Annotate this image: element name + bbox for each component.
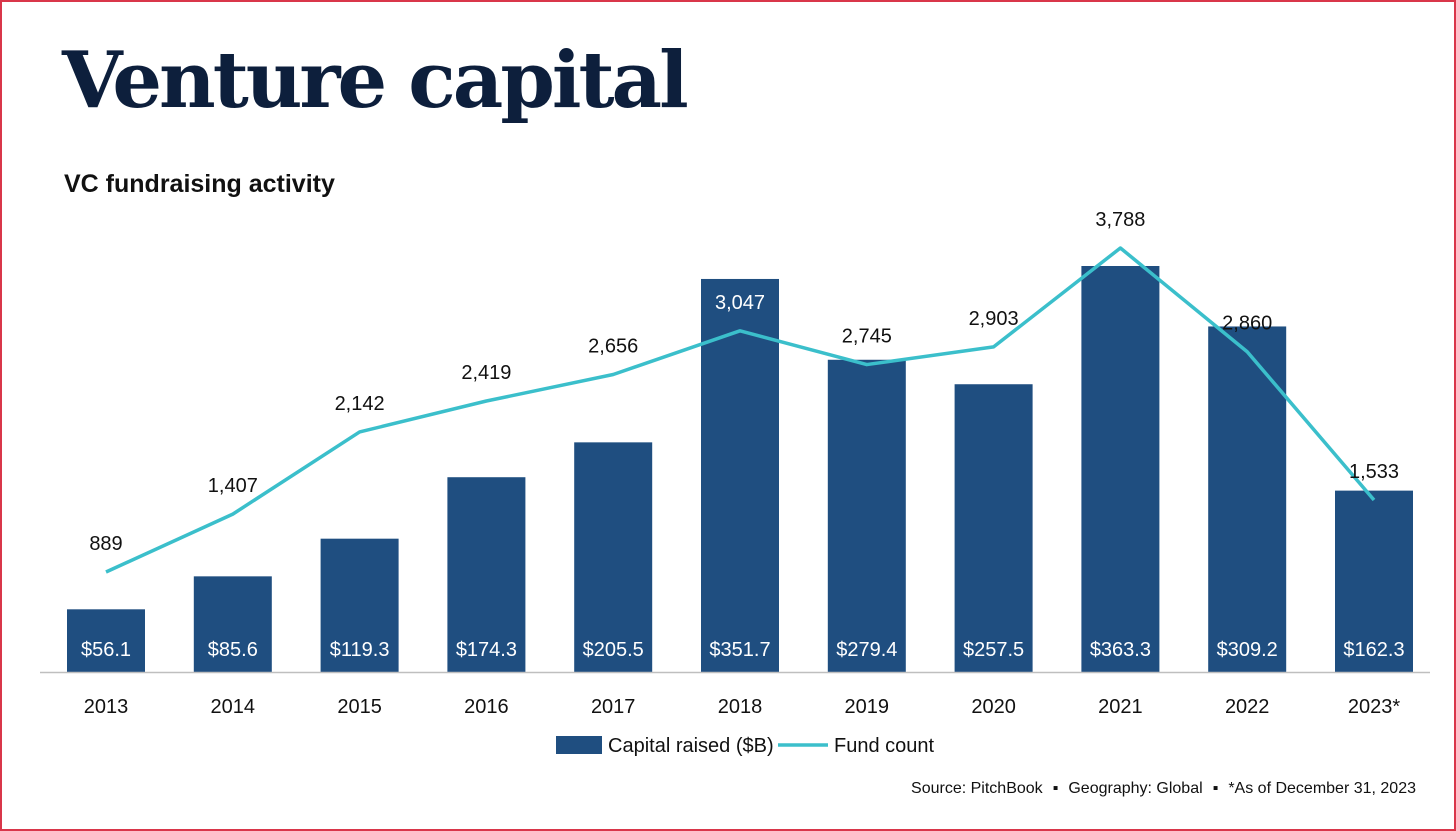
bar	[1081, 266, 1160, 672]
x-tick-label: 2018	[718, 696, 763, 718]
bar-value-label: $257.5	[963, 639, 1024, 661]
page-title: Venture capital	[62, 35, 689, 126]
source-text: Source: PitchBook	[911, 780, 1043, 797]
x-tick-label: 2021	[1098, 696, 1143, 718]
line-value-label: 2,656	[588, 336, 638, 358]
bar	[954, 384, 1033, 672]
legend-label-line: Fund count	[834, 735, 935, 757]
source-note: Source: PitchBook ▪ Geography: Global ▪ *As …	[911, 780, 1416, 798]
bar-value-label: $85.6	[208, 639, 258, 661]
bar	[574, 442, 653, 672]
separator-1: ▪	[1052, 780, 1059, 797]
bar-value-label: $162.3	[1343, 639, 1404, 661]
bar-value-label: $309.2	[1217, 639, 1278, 661]
x-tick-label: 2014	[211, 696, 256, 718]
bar	[701, 278, 779, 672]
bar	[320, 538, 399, 672]
line-value-label: 1,533	[1349, 461, 1399, 483]
x-tick-label: 2020	[971, 696, 1016, 718]
legend-swatch-bar	[556, 736, 602, 754]
line-value-label: 2,903	[969, 308, 1019, 330]
line-value-label: 3,047	[715, 292, 765, 314]
x-tick-label: 2022	[1225, 696, 1270, 718]
bar-value-label: $351.7	[709, 639, 770, 661]
x-tick-label: 2023*	[1348, 696, 1400, 718]
bar-value-label: $363.3	[1090, 639, 1151, 661]
x-tick-label: 2017	[591, 696, 636, 718]
bar	[827, 359, 906, 672]
bar-value-label: $205.5	[583, 639, 644, 661]
legend-label-bar: Capital raised ($B)	[608, 735, 774, 757]
line-value-label: 889	[89, 533, 122, 555]
line-value-label: 2,860	[1222, 313, 1272, 335]
fund-count-line	[105, 246, 1376, 574]
footnote-text: *As of December 31, 2023	[1228, 780, 1416, 797]
bar-value-label: $174.3	[456, 639, 517, 661]
bar	[193, 576, 272, 672]
line-value-label: 2,142	[335, 393, 385, 415]
bar	[447, 477, 526, 672]
separator-2: ▪	[1212, 780, 1219, 797]
chart-subtitle: VC fundraising activity	[64, 170, 335, 198]
line-value-label: 2,419	[461, 362, 511, 384]
geography-text: Geography: Global	[1068, 780, 1203, 797]
line-value-label: 2,745	[842, 326, 892, 348]
bar-value-label: $56.1	[81, 639, 131, 661]
line-value-label: 1,407	[208, 475, 258, 497]
x-tick-label: 2019	[845, 696, 890, 718]
x-tick-label: 2013	[84, 696, 129, 718]
bar-value-label: $279.4	[836, 639, 897, 661]
line-value-label: 3,788	[1095, 209, 1145, 231]
bar	[1208, 326, 1287, 672]
bar	[67, 609, 145, 672]
bar	[1335, 490, 1413, 672]
x-tick-label: 2016	[464, 696, 509, 718]
x-tick-label: 2015	[337, 696, 382, 718]
bar-value-label: $119.3	[330, 639, 390, 661]
